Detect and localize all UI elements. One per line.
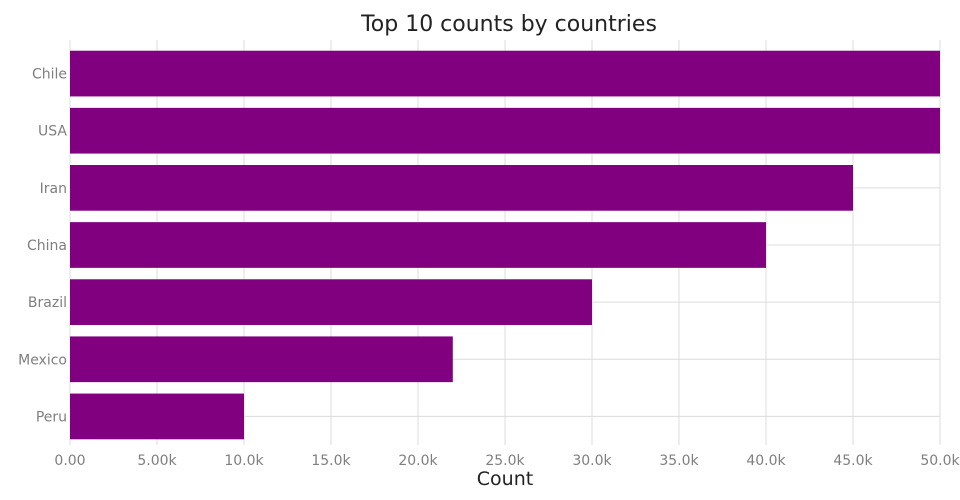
x-tick-label: 20.0k [398, 453, 438, 469]
x-tick-label: 15.0k [311, 453, 351, 469]
y-tick-label: Iran [40, 181, 67, 197]
x-tick-labels: 0.00 5.00k 10.0k 15.0k 20.0k 25.0k 30.0k 35.0k 4… [54, 453, 960, 469]
bar-peru[interactable] [70, 393, 244, 440]
x-tick-label: 40.0k [746, 453, 786, 469]
bar-chile[interactable] [70, 50, 940, 97]
bar-usa[interactable] [70, 107, 940, 154]
x-tick-label: 30.0k [572, 453, 612, 469]
bar-brazil[interactable] [70, 279, 592, 325]
x-tick-label: 10.0k [224, 453, 264, 469]
bar-china[interactable] [70, 222, 766, 268]
x-tick-label: 35.0k [659, 453, 699, 469]
y-tick-label: Mexico [18, 352, 67, 368]
x-tick-label: 5.00k [137, 453, 177, 469]
x-tick-label: 25.0k [485, 453, 525, 469]
y-tick-label: China [27, 238, 67, 254]
x-tick-label: 0.00 [54, 453, 85, 469]
bar-iran[interactable] [70, 165, 853, 211]
bars [70, 50, 940, 440]
y-tick-label: Chile [32, 67, 67, 83]
y-tick-label: Peru [36, 409, 67, 425]
x-tick-label: 50.0k [920, 453, 960, 469]
x-axis-title: Count [477, 468, 533, 490]
bar-mexico[interactable] [70, 336, 453, 383]
y-tick-labels: Chile USA Iran China Brazil Mexico Peru [18, 67, 67, 426]
y-tick-label: USA [38, 124, 67, 140]
x-tick-label: 45.0k [833, 453, 873, 469]
y-tick-label: Brazil [28, 295, 67, 311]
chart-title: Top 10 counts by countries [360, 12, 657, 37]
